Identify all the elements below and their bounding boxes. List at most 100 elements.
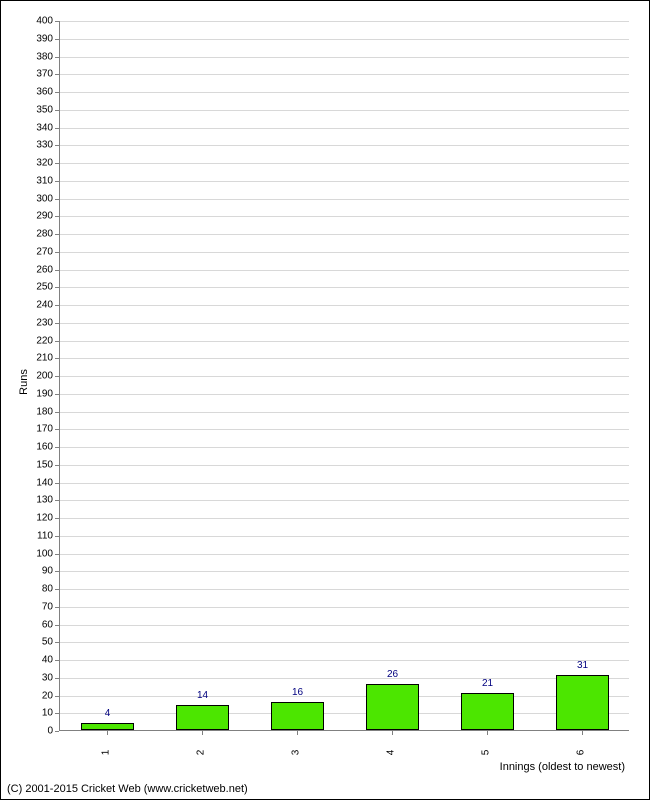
y-tick-label: 20 <box>13 690 53 701</box>
x-tick-label: 4 <box>385 750 396 756</box>
bar-value-label: 4 <box>105 708 111 719</box>
bar <box>271 702 323 730</box>
y-tick-label: 300 <box>13 193 53 204</box>
gridline <box>60 536 629 537</box>
y-tick-mark <box>55 323 59 324</box>
y-tick-label: 310 <box>13 175 53 186</box>
y-tick-label: 320 <box>13 158 53 169</box>
y-tick-label: 150 <box>13 459 53 470</box>
y-tick-label: 170 <box>13 424 53 435</box>
y-tick-mark <box>55 447 59 448</box>
y-tick-mark <box>55 181 59 182</box>
y-tick-label: 80 <box>13 584 53 595</box>
y-tick-mark <box>55 465 59 466</box>
y-tick-label: 140 <box>13 477 53 488</box>
y-tick-label: 240 <box>13 300 53 311</box>
y-tick-mark <box>55 696 59 697</box>
y-tick-label: 200 <box>13 371 53 382</box>
x-tick-label: 6 <box>575 750 586 756</box>
gridline <box>60 181 629 182</box>
y-tick-label: 340 <box>13 122 53 133</box>
x-tick-mark <box>487 731 488 735</box>
y-tick-mark <box>55 234 59 235</box>
x-tick-label: 1 <box>100 750 111 756</box>
y-tick-label: 370 <box>13 69 53 80</box>
y-tick-mark <box>55 21 59 22</box>
gridline <box>60 376 629 377</box>
gridline <box>60 713 629 714</box>
bar <box>81 723 133 730</box>
y-tick-mark <box>55 554 59 555</box>
gridline <box>60 554 629 555</box>
y-tick-label: 10 <box>13 708 53 719</box>
x-tick-mark <box>392 731 393 735</box>
y-tick-mark <box>55 57 59 58</box>
y-tick-mark <box>55 128 59 129</box>
y-tick-label: 70 <box>13 601 53 612</box>
gridline <box>60 128 629 129</box>
gridline <box>60 571 629 572</box>
gridline <box>60 447 629 448</box>
x-tick-mark <box>582 731 583 735</box>
x-tick-label: 3 <box>290 750 301 756</box>
gridline <box>60 429 629 430</box>
y-tick-mark <box>55 607 59 608</box>
y-tick-mark <box>55 412 59 413</box>
y-tick-label: 210 <box>13 353 53 364</box>
y-tick-mark <box>55 536 59 537</box>
y-tick-label: 260 <box>13 264 53 275</box>
bar-value-label: 26 <box>387 669 398 680</box>
copyright-text: (C) 2001-2015 Cricket Web (www.cricketwe… <box>7 783 248 795</box>
y-tick-mark <box>55 216 59 217</box>
bar <box>556 675 608 730</box>
y-tick-mark <box>55 678 59 679</box>
y-tick-mark <box>55 145 59 146</box>
y-tick-label: 330 <box>13 140 53 151</box>
gridline <box>60 305 629 306</box>
y-tick-mark <box>55 199 59 200</box>
bar-value-label: 14 <box>197 690 208 701</box>
gridline <box>60 483 629 484</box>
gridline <box>60 465 629 466</box>
x-axis-title: Innings (oldest to newest) <box>500 761 625 773</box>
y-tick-label: 0 <box>13 726 53 737</box>
gridline <box>60 92 629 93</box>
y-tick-label: 220 <box>13 335 53 346</box>
y-tick-mark <box>55 429 59 430</box>
y-tick-mark <box>55 376 59 377</box>
y-tick-mark <box>55 305 59 306</box>
bar-value-label: 16 <box>292 687 303 698</box>
gridline <box>60 21 629 22</box>
y-tick-label: 380 <box>13 51 53 62</box>
y-tick-mark <box>55 642 59 643</box>
gridline <box>60 412 629 413</box>
y-tick-mark <box>55 110 59 111</box>
y-tick-label: 230 <box>13 317 53 328</box>
y-tick-label: 40 <box>13 655 53 666</box>
gridline <box>60 341 629 342</box>
y-tick-mark <box>55 589 59 590</box>
y-tick-label: 130 <box>13 495 53 506</box>
y-tick-label: 120 <box>13 513 53 524</box>
y-tick-mark <box>55 74 59 75</box>
gridline <box>60 358 629 359</box>
y-tick-mark <box>55 270 59 271</box>
chart-container: 41416262131 Runs Innings (oldest to newe… <box>0 0 650 800</box>
gridline <box>60 216 629 217</box>
gridline <box>60 589 629 590</box>
x-tick-mark <box>297 731 298 735</box>
gridline <box>60 518 629 519</box>
gridline <box>60 287 629 288</box>
y-tick-mark <box>55 518 59 519</box>
y-tick-label: 30 <box>13 672 53 683</box>
gridline <box>60 625 629 626</box>
x-tick-label: 5 <box>480 750 491 756</box>
gridline <box>60 199 629 200</box>
bar-value-label: 21 <box>482 678 493 689</box>
y-tick-mark <box>55 483 59 484</box>
y-tick-mark <box>55 394 59 395</box>
bar <box>366 684 418 730</box>
y-tick-label: 250 <box>13 282 53 293</box>
gridline <box>60 394 629 395</box>
gridline <box>60 252 629 253</box>
